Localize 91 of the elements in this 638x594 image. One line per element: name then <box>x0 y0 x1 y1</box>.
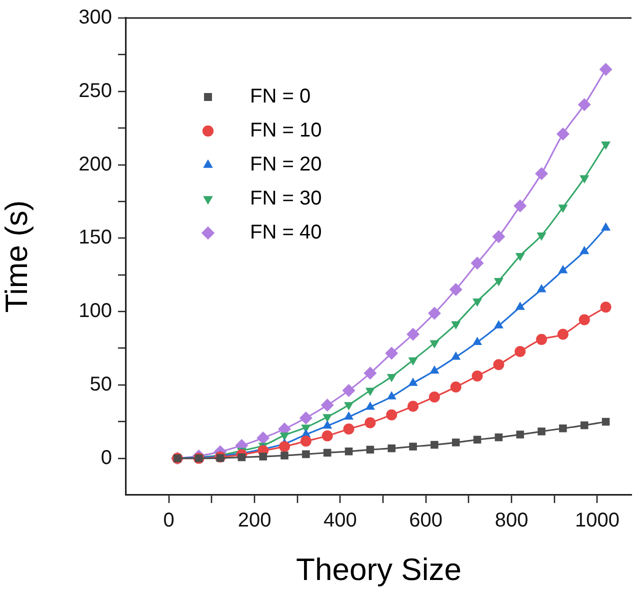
point <box>535 167 548 180</box>
point <box>323 448 332 457</box>
point <box>538 428 546 436</box>
x-tick-label: 800 <box>494 510 528 532</box>
point <box>344 411 354 420</box>
point <box>557 328 568 340</box>
point <box>578 98 591 112</box>
point <box>514 346 526 357</box>
point <box>344 402 354 410</box>
point <box>472 370 483 382</box>
point <box>320 398 334 412</box>
point <box>430 365 440 374</box>
point <box>473 436 482 444</box>
point <box>430 340 440 348</box>
point <box>494 433 503 442</box>
x-tick-label: 600 <box>409 510 443 532</box>
point <box>385 346 398 360</box>
point <box>300 436 312 447</box>
point <box>580 175 590 184</box>
point <box>409 442 417 450</box>
point <box>280 452 288 460</box>
y-tick-label: 300 <box>78 6 112 29</box>
point <box>386 409 398 420</box>
point <box>428 391 440 402</box>
point <box>493 359 504 370</box>
point <box>365 401 375 410</box>
point <box>256 432 270 445</box>
x-tick-label: 200 <box>238 510 272 532</box>
point <box>515 253 525 262</box>
point <box>451 321 461 330</box>
point <box>430 440 438 449</box>
x-tick-label: 1000 <box>574 510 620 532</box>
legend-label: FN = 0 <box>250 86 311 108</box>
y-tick-label: 0 <box>100 446 112 469</box>
point <box>322 420 332 429</box>
point <box>364 366 377 380</box>
point <box>472 298 482 307</box>
legend-label: FN = 30 <box>250 188 322 210</box>
point <box>364 417 376 428</box>
point <box>259 452 267 460</box>
point <box>600 302 612 313</box>
y-tick-label: 250 <box>78 80 112 102</box>
point <box>386 374 396 382</box>
point <box>536 334 548 345</box>
point <box>322 430 333 442</box>
point <box>494 278 504 286</box>
point <box>408 400 419 412</box>
point <box>388 444 396 452</box>
point <box>238 453 246 462</box>
point <box>556 127 570 140</box>
point <box>470 256 484 270</box>
point <box>342 384 356 397</box>
y-axis-title: Time (s) <box>0 200 34 313</box>
point <box>601 141 611 150</box>
x-tick-label: 0 <box>163 510 174 532</box>
y-tick-label: 100 <box>78 300 112 322</box>
x-axis-title: Theory Size <box>296 552 462 587</box>
legend-label: FN = 40 <box>250 222 322 244</box>
point <box>408 378 418 386</box>
point <box>343 423 354 434</box>
point <box>558 204 568 213</box>
y-tick-label: 50 <box>90 373 112 396</box>
point <box>322 414 332 422</box>
point <box>450 381 462 392</box>
y-tick-label: 200 <box>78 153 112 176</box>
point <box>344 448 353 456</box>
point <box>580 421 588 430</box>
point <box>599 62 612 76</box>
point <box>279 441 290 452</box>
point <box>492 230 506 244</box>
point <box>366 446 374 454</box>
point <box>299 411 312 424</box>
point <box>449 283 462 296</box>
point <box>516 430 524 438</box>
point <box>452 438 460 446</box>
point <box>428 306 441 320</box>
x-tick-label: 400 <box>324 510 357 532</box>
point <box>559 424 567 432</box>
legend-label: FN = 10 <box>250 120 322 142</box>
point <box>578 314 590 326</box>
point <box>602 418 610 426</box>
point <box>386 391 396 400</box>
y-tick-label: 150 <box>78 226 112 249</box>
point <box>451 352 461 360</box>
point <box>365 388 375 396</box>
point <box>302 450 310 458</box>
point <box>408 357 418 366</box>
point <box>406 328 420 341</box>
point <box>536 232 546 241</box>
legend-label: FN = 20 <box>250 154 322 176</box>
point <box>514 199 527 212</box>
